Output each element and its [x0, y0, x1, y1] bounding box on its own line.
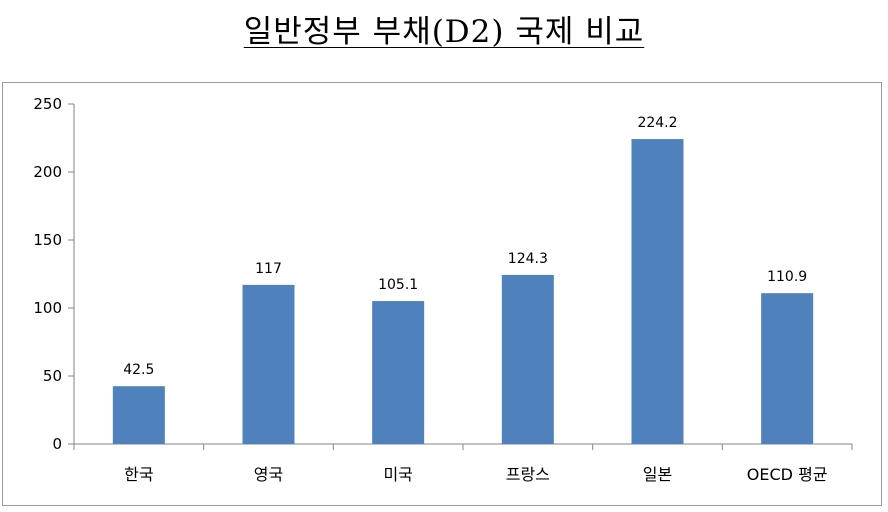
x-tick-label: 영국 — [254, 465, 283, 484]
labels-group: 42.5 한국 117 영국 105.1 미국 124.3 프랑스 224.2 일본 110.9 OE… — [123, 115, 827, 484]
x-tick-label: 일본 — [643, 465, 672, 484]
data-label: 224.2 — [637, 115, 677, 131]
y-tick-label: 50 — [43, 367, 62, 385]
bar — [501, 274, 554, 444]
data-label: 105.1 — [378, 277, 418, 293]
y-tick-label: 150 — [33, 231, 62, 249]
x-tick-label: OECD 평균 — [747, 465, 828, 484]
bars-group — [112, 139, 814, 444]
x-tick-label: 미국 — [383, 465, 412, 484]
y-tick-label: 200 — [33, 163, 62, 181]
bar — [372, 301, 425, 444]
data-label: 42.5 — [123, 362, 154, 378]
data-label: 124.3 — [508, 251, 548, 267]
y-tick-label: 250 — [33, 95, 62, 113]
axes-group: 0 50 100 150 200 250 — [33, 95, 853, 453]
chart-title: 일반정부 부채(D2) 국제 비교 — [0, 6, 888, 51]
chart-title-text: 일반정부 부채(D2) 국제 비교 — [243, 14, 645, 50]
bar — [112, 386, 165, 444]
bar — [761, 293, 814, 444]
data-label: 110.9 — [767, 269, 807, 285]
x-tick-label: 한국 — [124, 465, 153, 484]
data-label: 117 — [255, 261, 282, 277]
x-tick-label: 프랑스 — [506, 465, 550, 484]
bar — [242, 284, 295, 444]
y-tick-label: 100 — [33, 299, 62, 317]
bar — [631, 139, 684, 444]
y-tick-label: 0 — [52, 435, 62, 453]
